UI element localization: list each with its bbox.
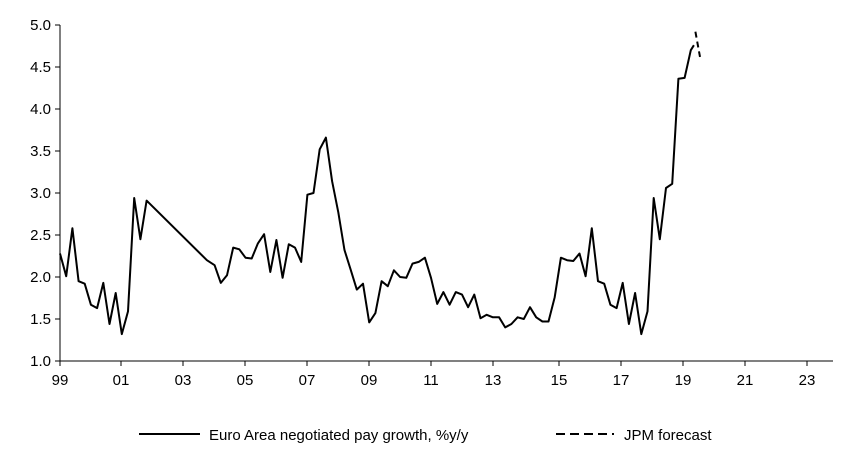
x-tick-label: 21 [737,372,754,389]
series-line-jpm-forecast [694,31,701,58]
y-axis: 1.0 1.5 2.0 2.5 3.0 3.5 4.0 4.5 5.0 [30,17,61,370]
y-tick-label: 5.0 [30,17,51,34]
legend-label-jpm-forecast: JPM forecast [624,427,712,444]
y-tick-label: 3.0 [30,185,51,202]
x-tick-label: 09 [361,372,378,389]
y-tick-label: 1.0 [30,353,51,370]
x-tick-label: 19 [675,372,692,389]
y-tick-label: 3.5 [30,143,51,160]
y-tick-label: 2.0 [30,269,51,286]
x-tick-label: 15 [551,372,568,389]
y-tick-label: 4.5 [30,59,51,76]
legend: Euro Area negotiated pay growth, %y/y JPM… [139,427,712,444]
x-tick-label: 17 [613,372,630,389]
legend-label-pay-growth: Euro Area negotiated pay growth, %y/y [209,427,469,444]
x-tick-label: 11 [423,372,439,389]
x-tick-label: 05 [237,372,254,389]
x-tick-label: 03 [175,372,192,389]
y-tick-label: 4.0 [30,101,51,118]
plot-area [59,31,701,336]
y-tick-label: 2.5 [30,227,51,244]
y-tick-label: 1.5 [30,311,51,328]
series-line-pay-growth [59,44,695,336]
x-tick-label: 23 [799,372,816,389]
x-tick-label: 01 [113,372,130,389]
x-tick-label: 99 [52,372,69,389]
x-tick-label: 07 [299,372,316,389]
x-axis: 99 01 03 05 07 09 11 13 15 17 19 21 23 [52,360,833,389]
x-tick-label: 13 [485,372,502,389]
